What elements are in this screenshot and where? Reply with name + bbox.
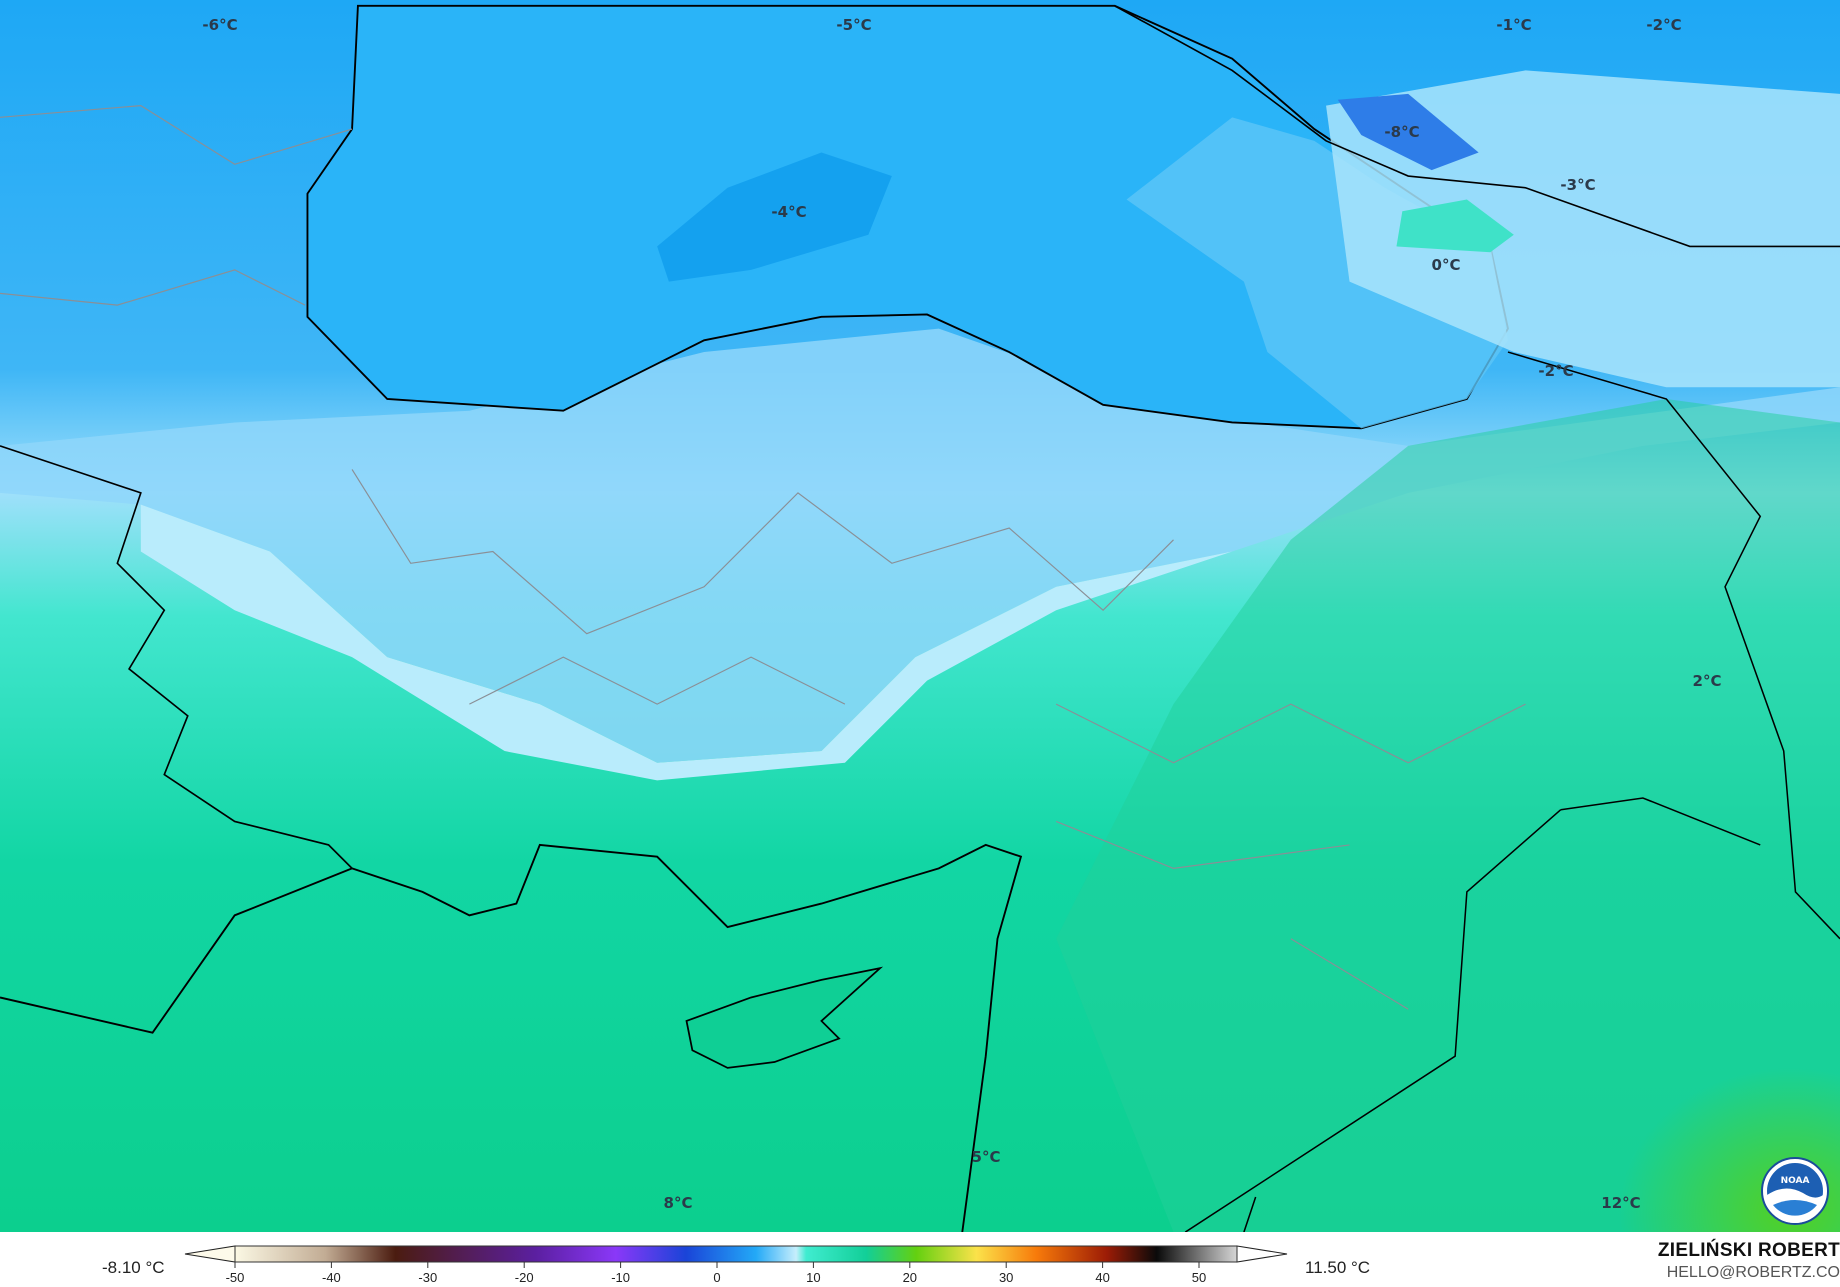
colorbar-tick-label: -10: [611, 1270, 630, 1285]
temperature-label: -2°C: [1646, 16, 1681, 34]
cold-pool-black-sea: [657, 152, 892, 282]
legend-bar: -50 -40 -30 -20 -10 0 10 20 30 40 50 -8.10 °C 11.5…: [0, 1232, 1840, 1287]
temperature-label: 2°C: [1693, 672, 1722, 690]
colorbar-tick-label: -20: [515, 1270, 534, 1285]
colorbar-tick-label: -30: [418, 1270, 437, 1285]
colorbar: -50 -40 -30 -20 -10 0 10 20 30 40 50: [184, 1245, 1288, 1285]
colorbar-tick-label: -50: [226, 1270, 245, 1285]
colorbar-tick-label: 50: [1192, 1270, 1206, 1285]
svg-text:NOAA: NOAA: [1781, 1176, 1810, 1186]
caucasus-coast-border: [1114, 5, 1840, 248]
south-east-warm: [1349, 821, 1840, 1232]
temperature-label: -2°C: [1538, 362, 1573, 380]
colorbar-tick-label: -40: [322, 1270, 341, 1285]
colorbar-tick-label: 30: [999, 1270, 1013, 1285]
temperature-label: -5°C: [836, 16, 871, 34]
temperature-label: -3°C: [1560, 176, 1595, 194]
colorbar-tick-label: 0: [713, 1270, 720, 1285]
temperature-label: 12°C: [1601, 1194, 1640, 1212]
author-credit: ZIELIŃSKI ROBERT: [1657, 1240, 1840, 1261]
colorbar-tick-label: 20: [903, 1270, 917, 1285]
aegean-coast: [0, 445, 353, 869]
eastern-black-sea-light: [1126, 117, 1508, 429]
colorbar-tick-label: 10: [806, 1270, 820, 1285]
cold-region-anatolia: [0, 328, 1840, 763]
colorbar-low-arrow: [184, 1245, 236, 1263]
anatolia-south-coast: [0, 843, 1023, 1232]
temperature-label: 5°C: [972, 1148, 1001, 1166]
temperature-label: -6°C: [202, 16, 237, 34]
legend-min-value: -8.10 °C: [102, 1258, 165, 1277]
author-email: HELLO@ROBERTZ.CO: [1666, 1264, 1840, 1281]
cyprus: [685, 966, 884, 1069]
temperature-label: -4°C: [771, 203, 806, 221]
colorbar-gradient: [234, 1245, 1238, 1263]
colorbar-tick-label: 40: [1095, 1270, 1109, 1285]
temperature-label: 8°C: [664, 1194, 693, 1212]
colorbar-high-arrow: [1236, 1245, 1288, 1263]
legend-max-value: 11.50 °C: [1305, 1258, 1371, 1277]
temperature-label: 0°C: [1432, 256, 1461, 274]
caucasus-mild-patch: [1396, 199, 1514, 253]
noaa-logo: NOAA: [1761, 1157, 1829, 1225]
temperature-map: -6°C -5°C -1°C -2°C -8°C -4°C -3°C 0°C -2°C 2°C 5°…: [0, 0, 1840, 1232]
caucasus-cold-pool: [1337, 93, 1479, 171]
temperature-label: -8°C: [1384, 123, 1419, 141]
temperature-label: -1°C: [1496, 16, 1531, 34]
